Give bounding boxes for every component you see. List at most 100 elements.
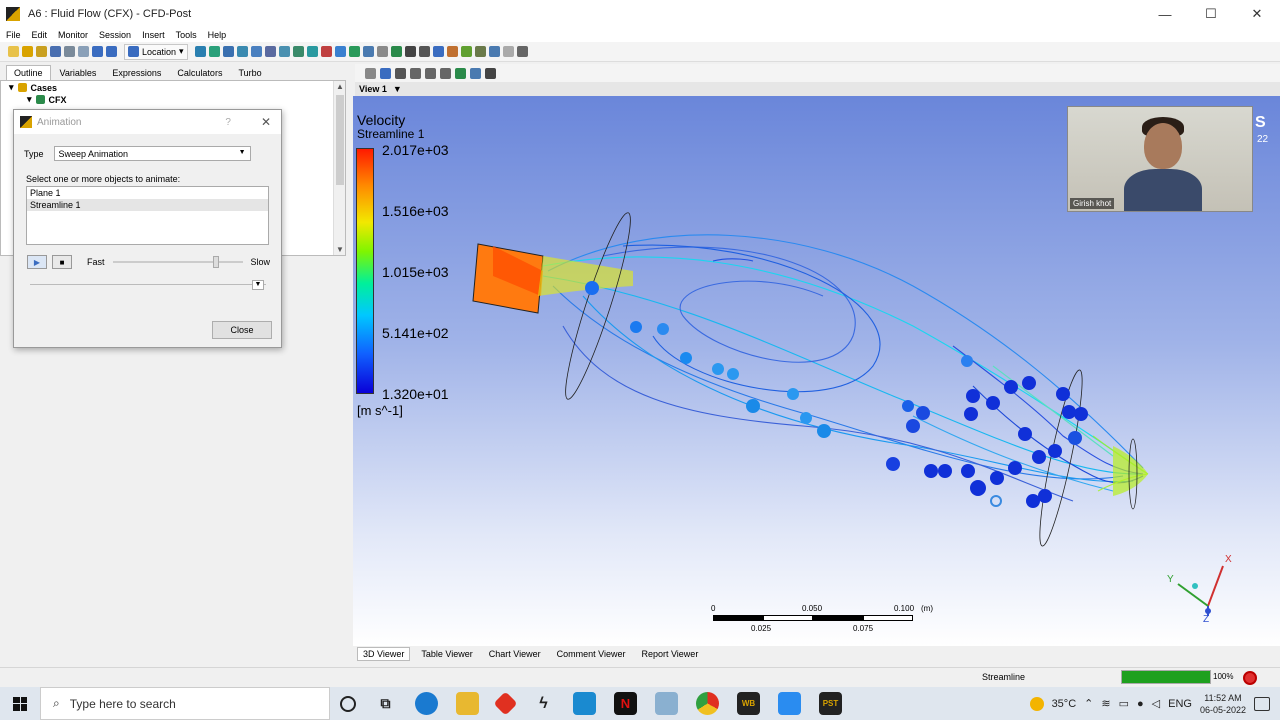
temperature[interactable]: 35°C <box>1051 697 1077 710</box>
contour-icon[interactable] <box>208 46 220 57</box>
app-bolt-icon[interactable]: ϟ <box>539 694 548 712</box>
tab-outline[interactable]: Outline <box>6 65 51 80</box>
expand-options-button[interactable]: ▼ <box>252 280 264 290</box>
mic-icon[interactable]: ● <box>1136 697 1144 710</box>
type-select[interactable]: Sweep Animation ▼ <box>53 146 251 161</box>
close-button[interactable]: Close <box>212 321 272 339</box>
viewport-layout-icon[interactable] <box>470 67 481 79</box>
collapse-icon[interactable]: ▾ <box>9 82 14 92</box>
sphere-icon[interactable] <box>334 46 346 57</box>
tree-node-cases[interactable]: ▾ Cases <box>9 82 57 93</box>
tab-table-viewer[interactable]: Table Viewer <box>421 649 473 659</box>
zoom-icon[interactable] <box>410 67 421 79</box>
stop-icon[interactable] <box>1243 671 1257 685</box>
tab-calculators[interactable]: Calculators <box>177 68 223 78</box>
polyline-icon[interactable] <box>320 46 332 57</box>
menu-file[interactable]: File <box>6 30 21 40</box>
clock-icon[interactable] <box>404 46 416 57</box>
list-item[interactable]: Plane 1 <box>30 188 61 198</box>
tab-expressions[interactable]: Expressions <box>112 68 162 78</box>
variable-icon[interactable] <box>348 46 360 57</box>
app-notes-icon[interactable] <box>655 692 678 715</box>
menu-monitor[interactable]: Monitor <box>58 30 89 40</box>
line-icon[interactable] <box>278 46 290 57</box>
edge-icon[interactable] <box>415 692 438 715</box>
particle-track-icon[interactable] <box>236 46 248 57</box>
print-icon[interactable] <box>64 46 75 57</box>
undo-icon[interactable] <box>92 46 103 57</box>
open-icon[interactable] <box>22 46 33 57</box>
slider-knob[interactable] <box>212 256 219 268</box>
scroll-up-icon[interactable]: ▲ <box>336 82 344 91</box>
macro-icon[interactable] <box>474 46 486 57</box>
tree-scrollbar[interactable]: ▲ ▼ <box>333 81 345 255</box>
workbench-icon[interactable]: WB <box>737 692 760 715</box>
location-dropdown[interactable]: Location ▾ <box>124 43 188 60</box>
tab-variables[interactable]: Variables <box>59 68 97 78</box>
help-icon[interactable]: ? <box>225 116 231 128</box>
list-item-selected[interactable]: Streamline 1 <box>27 199 268 211</box>
streamline-icon[interactable] <box>222 46 234 57</box>
cortana-icon[interactable] <box>340 695 356 712</box>
close-window-button[interactable]: ✕ <box>1251 6 1263 21</box>
volume-icon[interactable]: ◁ <box>1151 698 1161 710</box>
plane-icon[interactable] <box>292 46 304 57</box>
image-icon[interactable] <box>78 46 89 57</box>
prime-video-icon[interactable] <box>573 692 596 715</box>
minimize-button[interactable]: — <box>1158 6 1172 22</box>
sync-icon[interactable] <box>485 67 496 79</box>
zoom-box-icon[interactable] <box>425 67 436 79</box>
weather-sun-icon[interactable] <box>1029 696 1044 711</box>
wifi-icon[interactable]: ≋ <box>1101 698 1111 710</box>
app-red-icon[interactable] <box>493 691 518 716</box>
speed-slider[interactable] <box>112 256 243 268</box>
netflix-icon[interactable]: N <box>614 692 637 715</box>
3d-viewport[interactable]: Velocity Streamline 1 2.017e+03 1.516e+0… <box>353 96 1280 646</box>
quick-editor-icon[interactable] <box>432 46 444 57</box>
chrome-icon[interactable] <box>696 692 719 715</box>
reset-view-icon[interactable] <box>455 67 466 79</box>
animation-icon[interactable] <box>418 46 430 57</box>
new-icon[interactable] <box>8 46 19 57</box>
vector-icon[interactable] <box>194 46 206 57</box>
scroll-thumb[interactable] <box>336 95 344 185</box>
menu-edit[interactable]: Edit <box>31 30 48 40</box>
close-icon[interactable]: ✕ <box>260 115 271 129</box>
collapse-icon[interactable]: ▾ <box>27 94 32 104</box>
clock[interactable]: 11:52 AM 06-05-2022 <box>1200 692 1246 716</box>
select-icon[interactable] <box>365 67 376 79</box>
save-icon[interactable] <box>50 46 61 57</box>
load-icon[interactable] <box>36 46 47 57</box>
play-button[interactable]: ▶ <box>27 255 47 269</box>
table-icon[interactable] <box>362 46 374 57</box>
maximize-button[interactable]: ☐ <box>1205 6 1217 21</box>
scroll-down-icon[interactable]: ▼ <box>336 245 344 254</box>
menu-tools[interactable]: Tools <box>175 30 197 40</box>
menu-insert[interactable]: Insert <box>142 30 165 40</box>
text-icon[interactable] <box>376 46 388 57</box>
export-icon[interactable] <box>516 46 528 57</box>
menu-session[interactable]: Session <box>99 30 132 40</box>
zoom-icon[interactable] <box>778 692 801 715</box>
view-header[interactable]: View 1 ▼ <box>355 82 1280 96</box>
task-view-icon[interactable]: ⧉ <box>380 695 391 711</box>
stop-button[interactable]: ■ <box>52 255 72 269</box>
case-icon[interactable] <box>502 46 514 57</box>
tab-report-viewer[interactable]: Report Viewer <box>641 649 699 659</box>
redo-icon[interactable] <box>106 46 117 57</box>
isosurface-icon[interactable] <box>306 46 318 57</box>
volume-render-icon[interactable] <box>250 46 262 57</box>
start-button[interactable] <box>0 687 40 720</box>
tab-turbo[interactable]: Turbo <box>238 68 262 78</box>
rotate-icon[interactable] <box>380 67 391 79</box>
taskbar-search[interactable]: ⌕ Type here to search <box>40 687 330 720</box>
tab-comment-viewer[interactable]: Comment Viewer <box>556 649 626 659</box>
objects-list[interactable]: Plane 1 Streamline 1 <box>26 186 269 245</box>
chart-icon[interactable] <box>390 46 402 57</box>
compare-icon[interactable] <box>488 46 500 57</box>
tab-chart-viewer[interactable]: Chart Viewer <box>488 649 541 659</box>
point-icon[interactable] <box>264 46 276 57</box>
notification-icon[interactable] <box>1254 696 1270 711</box>
file-explorer-icon[interactable] <box>456 692 479 715</box>
chevron-up-icon[interactable]: ⌃ <box>1084 698 1094 710</box>
